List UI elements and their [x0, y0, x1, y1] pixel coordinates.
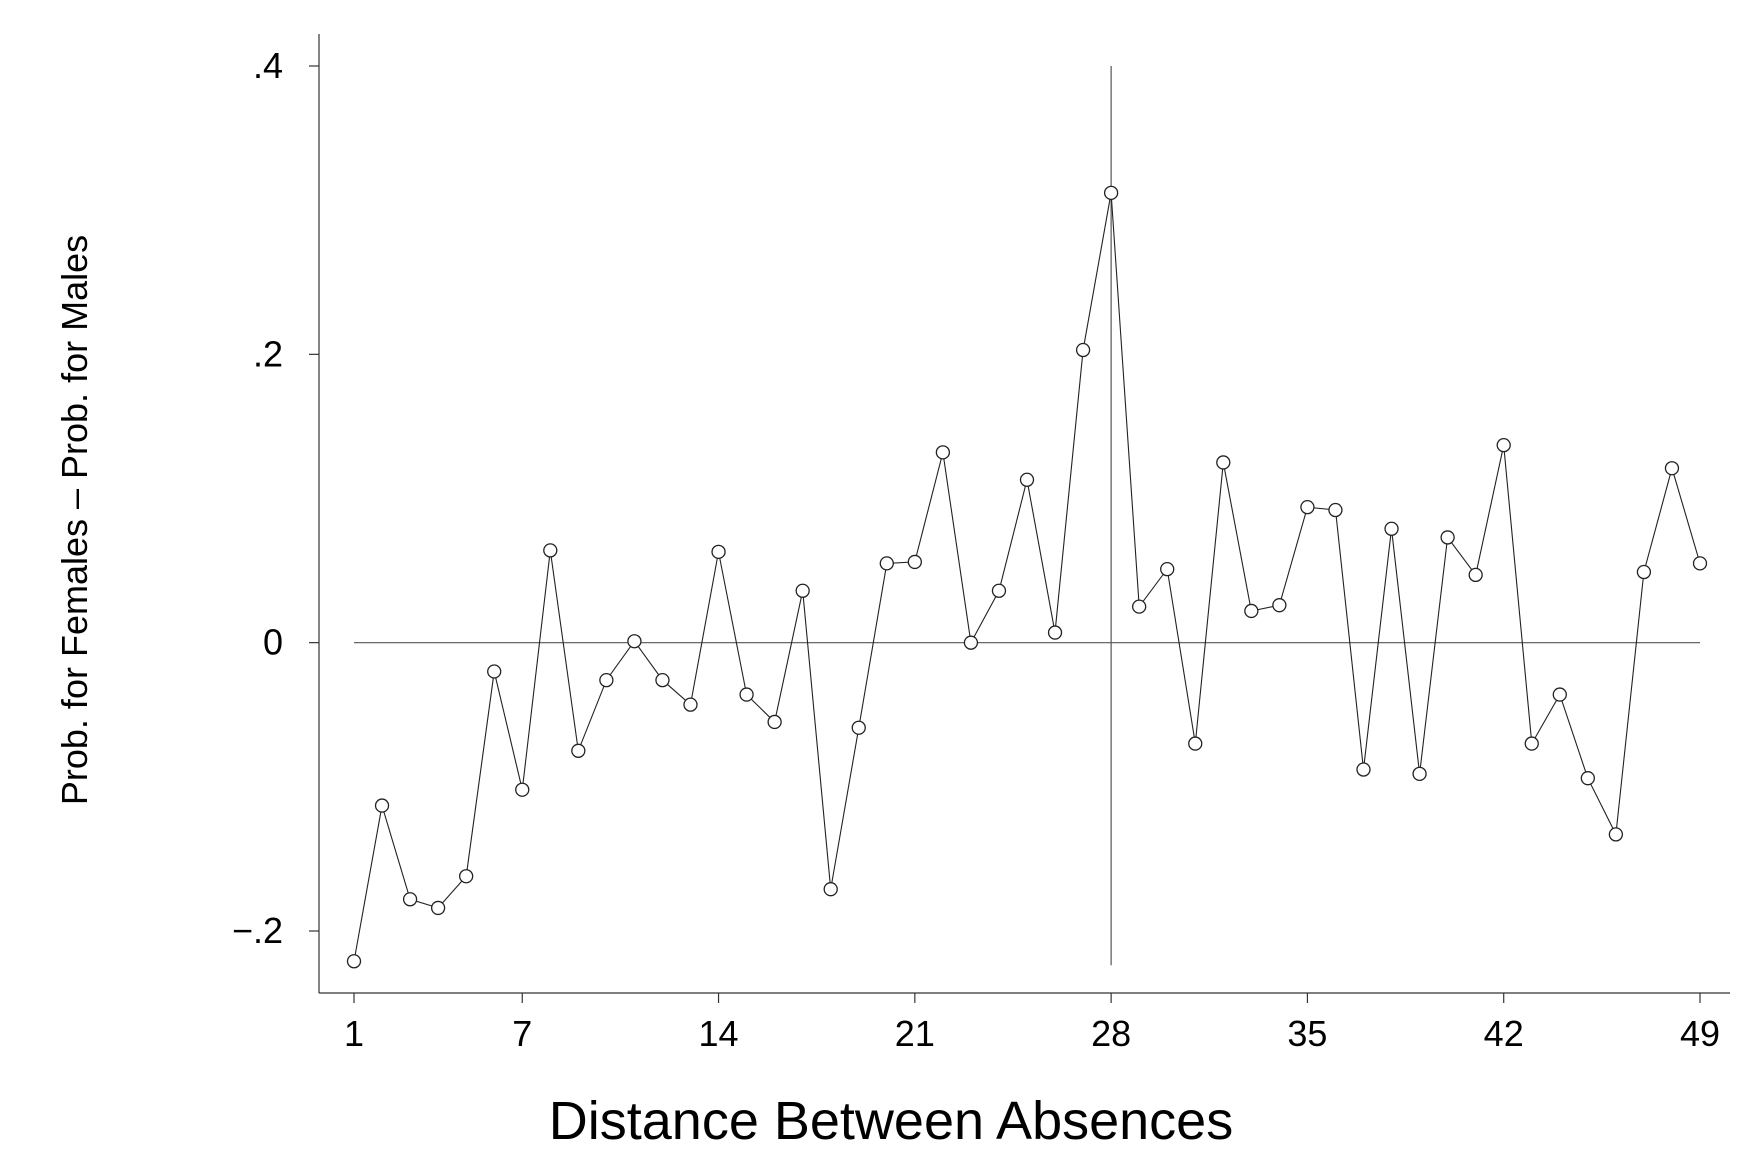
data-point	[1272, 598, 1287, 613]
data-point	[851, 720, 866, 735]
data-point	[1524, 736, 1539, 751]
x-ticks: 1 7 14 21 28 35 42 49	[344, 993, 1720, 1054]
data-point	[599, 673, 614, 688]
data-point	[1636, 564, 1652, 580]
data-point	[795, 583, 810, 598]
data-point	[1468, 567, 1483, 583]
data-point	[374, 798, 390, 813]
data-point	[1047, 625, 1063, 640]
x-tick-label: 1	[344, 1013, 364, 1054]
y-tick-label: −.2	[232, 910, 283, 951]
x-axis-title: Distance Between Absences	[549, 1091, 1233, 1151]
x-tick-label: 14	[699, 1013, 739, 1054]
data-point	[963, 635, 979, 650]
data-point	[1075, 342, 1091, 358]
data-point	[1300, 499, 1315, 515]
x-tick-label: 49	[1680, 1013, 1720, 1054]
data-point	[879, 556, 894, 571]
data-point	[1692, 556, 1708, 571]
data-point	[1412, 766, 1427, 782]
data-point	[459, 869, 474, 884]
data-point	[1356, 762, 1371, 777]
data-point	[767, 714, 782, 730]
data-point	[711, 544, 726, 559]
data-point	[655, 673, 670, 688]
data-points	[346, 185, 1708, 969]
data-point	[402, 892, 418, 907]
data-point	[683, 697, 698, 712]
y-tick-label: .4	[253, 45, 283, 86]
data-point	[1608, 827, 1624, 842]
data-point	[543, 543, 558, 558]
reference-lines	[354, 66, 1700, 966]
data-point	[571, 743, 586, 758]
y-ticks: −.2 0 .2 .4	[232, 45, 319, 951]
data-point	[1328, 502, 1343, 518]
x-tick-label: 42	[1484, 1013, 1524, 1054]
data-point	[1103, 185, 1119, 201]
x-tick-label: 28	[1091, 1013, 1131, 1054]
data-point	[1019, 472, 1035, 487]
data-point	[487, 664, 502, 679]
data-point	[627, 634, 642, 649]
data-point	[1384, 521, 1399, 536]
x-tick-label: 21	[895, 1013, 935, 1054]
data-point	[935, 445, 951, 460]
axes	[318, 34, 1730, 994]
series-line	[353, 192, 1701, 962]
data-point	[1552, 687, 1567, 702]
data-point	[1188, 736, 1203, 751]
y-tick-label: 0	[263, 622, 283, 663]
data-point	[991, 583, 1007, 598]
data-point	[1244, 603, 1259, 619]
data-point	[1216, 455, 1231, 470]
data-point	[823, 882, 838, 897]
data-point	[1160, 561, 1175, 577]
data-point	[1664, 461, 1680, 476]
data-point	[1440, 530, 1455, 545]
data-point	[515, 782, 530, 797]
data-point	[739, 687, 754, 702]
series	[353, 192, 1701, 962]
data-point	[907, 554, 922, 570]
data-point	[346, 954, 362, 969]
data-point	[1132, 599, 1147, 614]
x-tick-label: 7	[512, 1013, 532, 1054]
data-point	[1580, 771, 1595, 786]
y-axis-title: Prob. for Females – Prob. for Males	[54, 235, 95, 805]
data-point	[1496, 438, 1511, 453]
x-tick-label: 35	[1287, 1013, 1327, 1054]
y-tick-label: .2	[253, 333, 283, 374]
data-point	[430, 900, 446, 916]
